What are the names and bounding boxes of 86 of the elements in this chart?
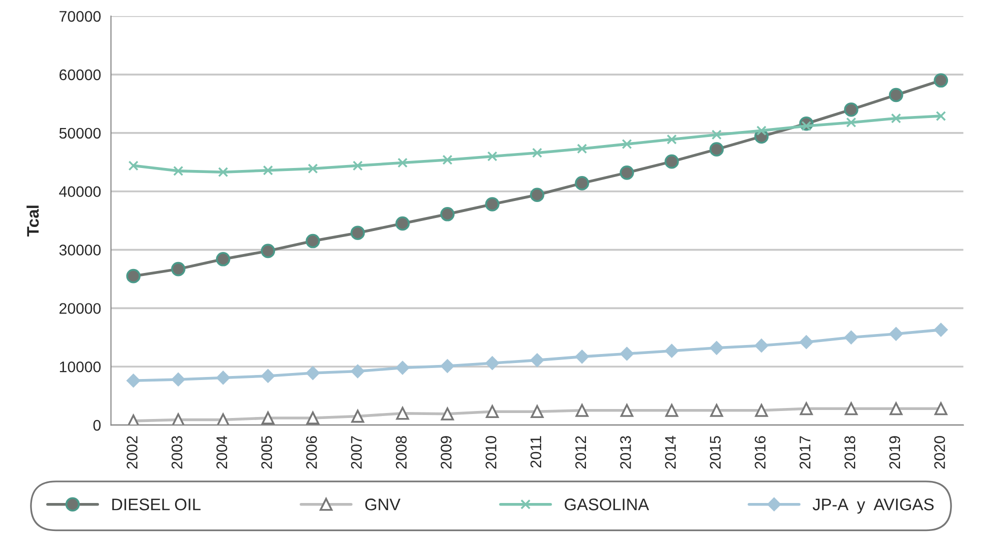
x-tick-label: 2019	[889, 436, 900, 469]
point	[352, 160, 363, 171]
point	[261, 369, 275, 383]
point	[754, 338, 768, 352]
point	[890, 113, 902, 124]
point	[173, 166, 184, 176]
point	[622, 138, 632, 150]
point	[442, 154, 452, 165]
x-tick-label: 2004	[216, 436, 228, 469]
point	[350, 364, 365, 378]
y-tick-label: 0	[93, 420, 101, 431]
legend-label: JP-A y AVIGAS	[812, 498, 934, 514]
x-tick-label: 2014	[665, 436, 676, 469]
x-tick-label: 2002	[126, 436, 138, 469]
point	[128, 160, 138, 171]
legend-label: GASOLINA	[564, 498, 650, 510]
point	[664, 154, 679, 169]
point	[575, 350, 589, 364]
point	[620, 166, 634, 180]
point	[306, 234, 320, 248]
x-tick-label: 2016	[754, 436, 766, 469]
y-tick-label: 60000	[60, 69, 101, 80]
point	[846, 117, 856, 128]
point	[709, 142, 724, 156]
point	[934, 73, 948, 88]
point	[440, 359, 454, 373]
point	[216, 370, 230, 385]
point	[218, 167, 228, 178]
x-tick-label: 2010	[486, 436, 496, 469]
x-tick-label: 2015	[710, 436, 721, 469]
point	[260, 244, 276, 258]
x-tick-label: 2006	[306, 436, 317, 469]
point	[171, 372, 186, 386]
point	[712, 130, 722, 140]
x-tick-label: 2003	[172, 436, 182, 469]
point	[844, 330, 858, 344]
point	[574, 176, 590, 190]
legend-label: GNV	[365, 498, 400, 510]
point	[395, 216, 410, 231]
point	[262, 165, 274, 176]
x-tick-label: 2007	[350, 436, 362, 469]
point	[530, 353, 544, 367]
x-tick-label: 2012	[575, 436, 586, 469]
x-tick-label: 2011	[530, 436, 542, 468]
x-tick-label: 2020	[934, 436, 946, 469]
point	[710, 341, 724, 355]
point	[485, 356, 500, 370]
x-tick-label: 2013	[620, 436, 631, 469]
x-tick-label: 2017	[800, 436, 810, 469]
point	[440, 207, 455, 222]
point	[308, 164, 318, 174]
point	[530, 188, 544, 202]
x-tick-label: 2008	[396, 436, 407, 469]
point	[666, 134, 677, 144]
y-tick-label: 10000	[60, 361, 101, 372]
point	[889, 327, 903, 341]
y-tick-label: 30000	[59, 244, 101, 256]
point	[532, 148, 542, 158]
point	[485, 197, 500, 212]
point	[487, 151, 498, 162]
point	[306, 366, 320, 380]
point	[844, 102, 858, 117]
point	[934, 323, 948, 337]
point	[126, 268, 141, 284]
y-tick-label: 70000	[60, 11, 101, 22]
y-tick-label: 50000	[59, 128, 101, 139]
x-tick-label: 2009	[440, 436, 452, 469]
point	[397, 158, 408, 168]
point	[936, 110, 946, 122]
point	[576, 144, 588, 154]
point	[800, 335, 814, 349]
point	[126, 374, 140, 388]
x-tick-label: 2018	[844, 436, 856, 469]
x-tick-label: 2005	[261, 436, 272, 469]
y-tick-label: 40000	[59, 186, 101, 198]
point	[350, 226, 365, 240]
point	[756, 126, 767, 136]
point	[216, 252, 230, 266]
y-axis-title: Tcal	[26, 206, 39, 236]
point	[620, 346, 634, 361]
legend-label: DIESEL OIL	[112, 498, 201, 510]
point	[396, 360, 410, 375]
point	[664, 344, 679, 358]
point	[171, 262, 186, 276]
y-tick-label: 20000	[60, 303, 101, 314]
point	[888, 88, 904, 102]
